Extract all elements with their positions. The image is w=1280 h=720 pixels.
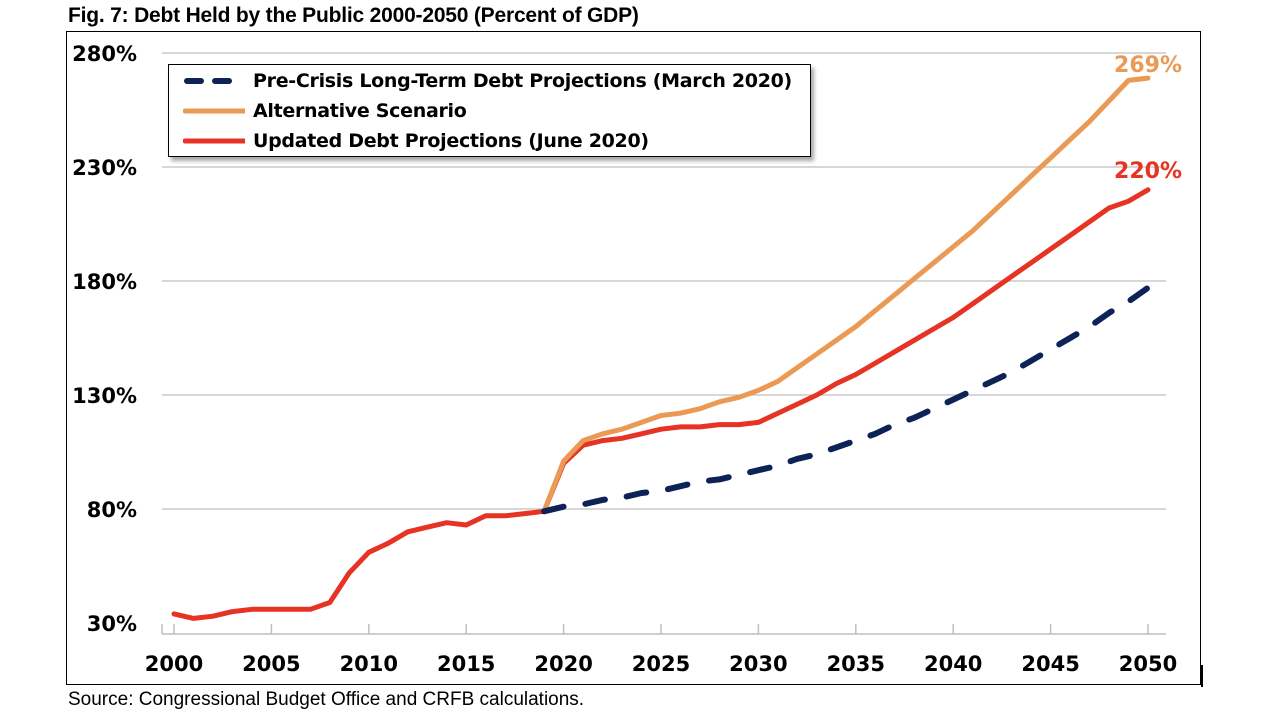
legend-item-pre-crisis: Pre-Crisis Long-Term Debt Projections (M…	[169, 66, 792, 96]
y-axis-tick-labels: 30% 80% 130% 180% 230% 280%	[72, 42, 137, 636]
y-tick-label: 180%	[72, 270, 137, 294]
y-tick-label: 280%	[72, 42, 137, 66]
x-tick-label: 2025	[632, 652, 690, 676]
x-tick-label: 2010	[340, 652, 398, 676]
series-line-2	[171, 187, 1151, 621]
legend-label-updated: Updated Debt Projections (June 2020)	[253, 130, 649, 152]
legend-label-alternative: Alternative Scenario	[253, 100, 467, 122]
legend-item-alternative: Alternative Scenario	[169, 96, 467, 126]
series-lines	[171, 75, 1151, 621]
frame-edge-mark	[1201, 665, 1203, 687]
x-tick-label: 2050	[1119, 652, 1177, 676]
end-labels: 220% 269%	[1114, 53, 1182, 184]
x-axis-tick-labels: 2000 2005 2010 2015 2020 2025 2030 2035 2040 2045…	[145, 652, 1177, 676]
y-tick-label: 80%	[87, 498, 137, 522]
legend: Pre-Crisis Long-Term Debt Projections (M…	[168, 64, 811, 157]
legend-swatch-orange	[183, 108, 245, 114]
x-tick-label: 2040	[924, 652, 982, 676]
series-line-1	[541, 75, 1151, 514]
legend-swatch-red	[183, 138, 245, 144]
x-tick-label: 2020	[534, 652, 592, 676]
figure-title: Fig. 7: Debt Held by the Public 2000-205…	[68, 4, 639, 27]
end-label-2: 220%	[1114, 159, 1182, 184]
source-note: Source: Congressional Budget Office and …	[68, 689, 585, 710]
y-tick-label: 30%	[87, 612, 137, 636]
x-tick-label: 2035	[827, 652, 885, 676]
end-label-1: 269%	[1114, 53, 1182, 78]
y-tick-label: 130%	[72, 384, 137, 408]
x-tick-label: 2005	[242, 652, 300, 676]
legend-item-updated: Updated Debt Projections (June 2020)	[169, 126, 649, 156]
x-tick-label: 2030	[729, 652, 787, 676]
x-tick-label: 2000	[145, 652, 203, 676]
x-tick-label: 2045	[1021, 652, 1079, 676]
chart-frame	[66, 31, 1201, 685]
y-tick-label: 230%	[72, 156, 137, 180]
series-line-0	[541, 284, 1151, 515]
legend-swatch-dashed-navy	[184, 78, 245, 84]
legend-label-pre-crisis: Pre-Crisis Long-Term Debt Projections (M…	[253, 70, 792, 92]
gridlines	[162, 52, 1166, 510]
x-tick-label: 2015	[437, 652, 495, 676]
axes	[161, 624, 1166, 635]
